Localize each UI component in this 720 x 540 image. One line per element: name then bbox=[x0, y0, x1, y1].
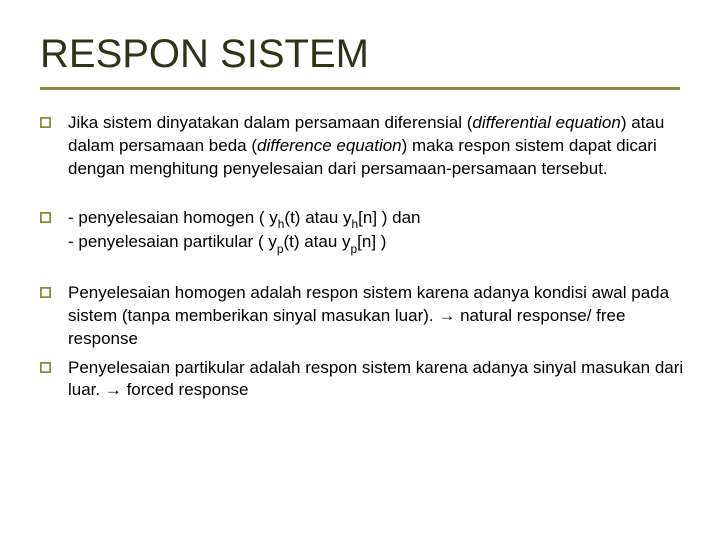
square-bullet-icon bbox=[40, 282, 68, 351]
bullet-item: - penyelesaian homogen ( yh(t) atau yh[n… bbox=[40, 207, 692, 256]
square-bullet-icon bbox=[40, 207, 68, 256]
slide-title: RESPON SISTEM bbox=[40, 32, 692, 77]
slide: RESPON SISTEM Jika sistem dinyatakan dal… bbox=[0, 0, 720, 540]
bullet-item: Jika sistem dinyatakan dalam persamaan d… bbox=[40, 112, 692, 181]
slide-body: Jika sistem dinyatakan dalam persamaan d… bbox=[40, 112, 692, 402]
bullet-text: Penyelesaian homogen adalah respon siste… bbox=[68, 282, 692, 351]
square-bullet-icon bbox=[40, 112, 68, 181]
square-bullet-icon bbox=[40, 357, 68, 403]
title-underline bbox=[40, 87, 680, 90]
bullet-text: - penyelesaian homogen ( yh(t) atau yh[n… bbox=[68, 207, 692, 256]
bullet-text: Penyelesaian partikular adalah respon si… bbox=[68, 357, 692, 403]
bullet-text: Jika sistem dinyatakan dalam persamaan d… bbox=[68, 112, 692, 181]
bullet-item: Penyelesaian homogen adalah respon siste… bbox=[40, 282, 692, 351]
bullet-item: Penyelesaian partikular adalah respon si… bbox=[40, 357, 692, 403]
